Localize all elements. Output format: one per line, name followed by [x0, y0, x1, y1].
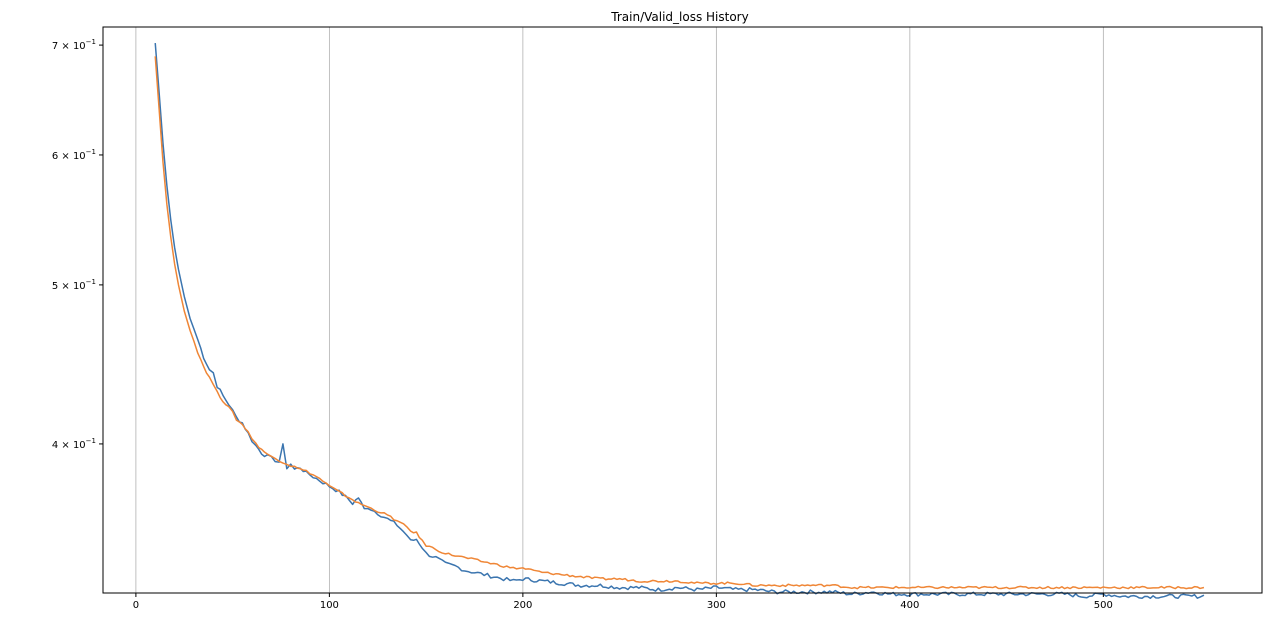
y-tick-label-exponent: −1 — [86, 437, 96, 445]
x-tick-label: 200 — [513, 600, 532, 611]
y-tick-label-base: 4 × 10 — [52, 440, 86, 451]
x-tick-label: 300 — [707, 600, 726, 611]
x-tick-label: 0 — [133, 600, 139, 611]
y-tick-label-base: 7 × 10 — [52, 41, 86, 52]
x-axis-ticks: 0 100 200 300 400 500 — [133, 593, 1113, 611]
chart-title: Train/Valid_loss History — [610, 10, 748, 24]
y-tick-label-base: 6 × 10 — [52, 151, 86, 162]
y-axis-ticks: 4 × 10−15 × 10−16 × 10−17 × 10−1 — [52, 38, 103, 451]
y-tick-label: 6 × 10−1 — [52, 148, 96, 162]
x-tick-label: 500 — [1094, 600, 1113, 611]
series-line-2 — [154, 56, 1205, 590]
y-tick-label: 5 × 10−1 — [52, 278, 96, 292]
y-tick-label-base: 5 × 10 — [52, 281, 86, 292]
x-tick-label: 400 — [900, 600, 919, 611]
y-tick-label: 7 × 10−1 — [52, 38, 96, 52]
y-tick-label-exponent: −1 — [86, 278, 96, 286]
y-tick-label: 4 × 10−1 — [52, 437, 96, 451]
y-tick-label-exponent: −1 — [86, 38, 96, 46]
y-tick-label-exponent: −1 — [86, 148, 96, 156]
x-tick-label: 100 — [320, 600, 339, 611]
series-layer — [154, 43, 1205, 600]
grid-layer — [135, 27, 1104, 593]
plot-frame — [102, 26, 1263, 594]
